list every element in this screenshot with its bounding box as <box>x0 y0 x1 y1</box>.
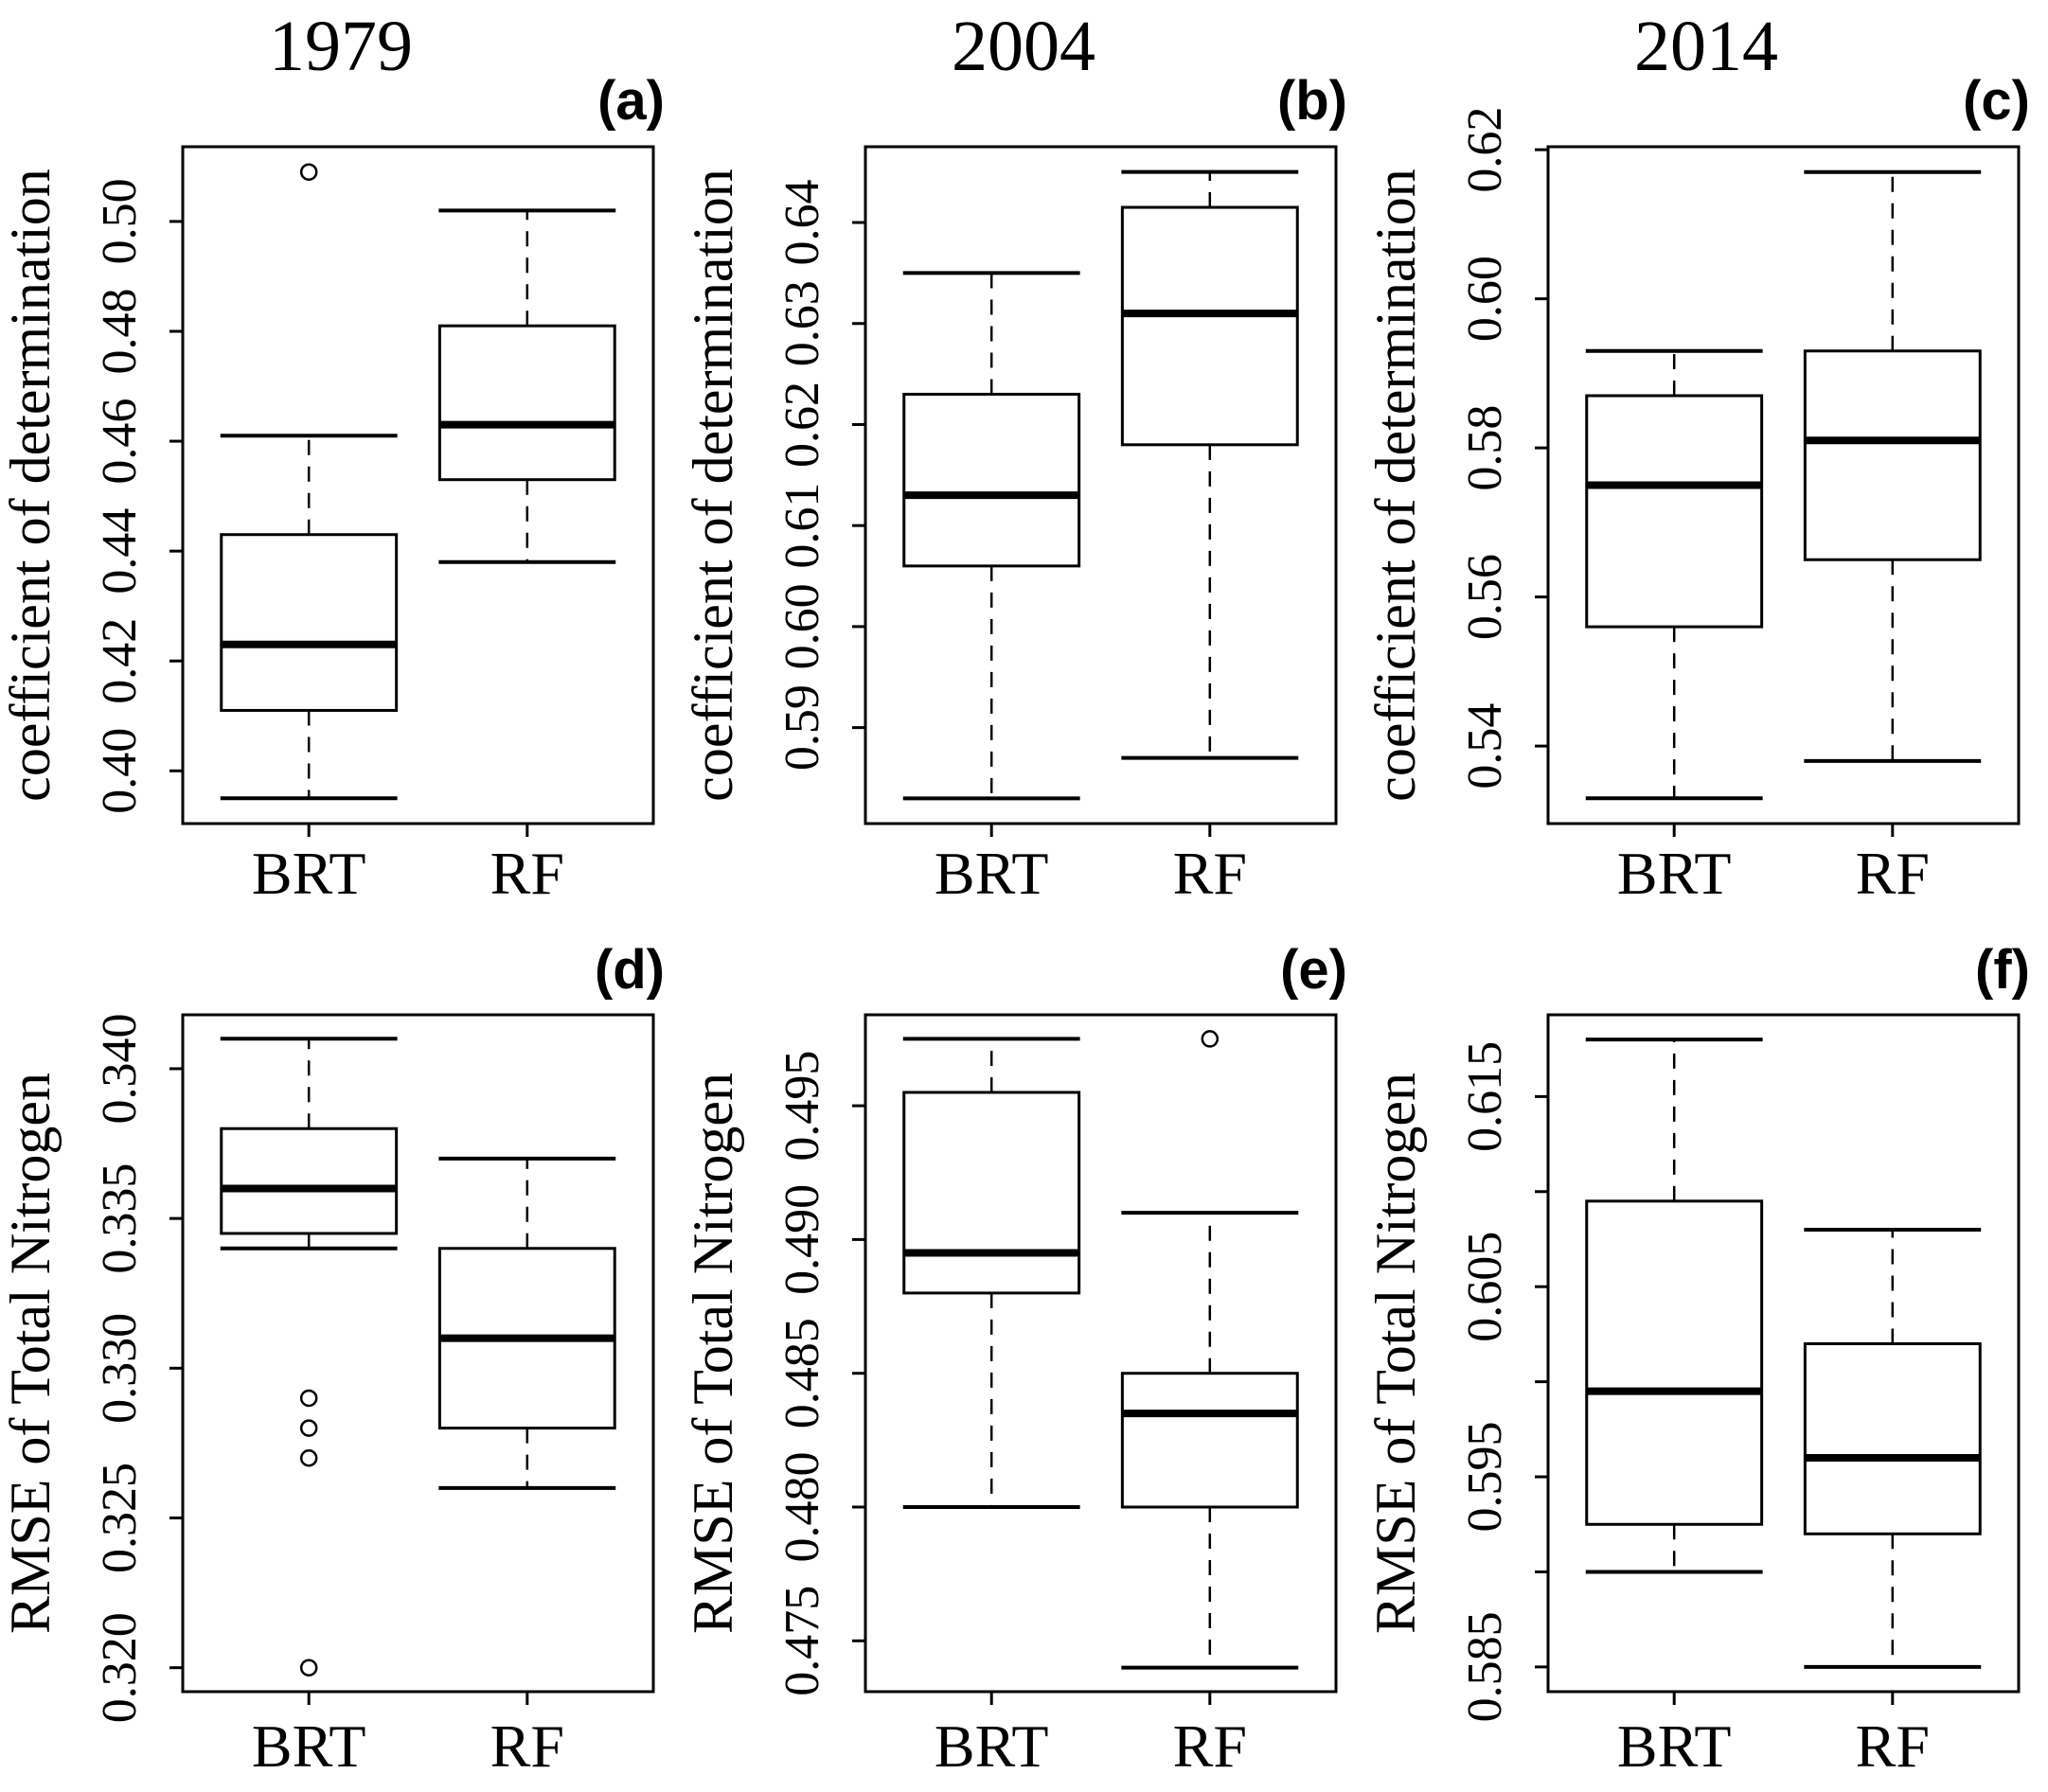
iqr-box <box>1585 394 1764 629</box>
x-category-label: BRT <box>935 840 1049 907</box>
boxplot-RF <box>1120 169 1299 760</box>
boxplot-BRT <box>1585 348 1764 801</box>
y-tick-label: 0.485 <box>775 1318 829 1428</box>
boxplot-BRT <box>220 1037 399 1677</box>
panel-b: 2004 (b) coefficient of determination 0.59 0… <box>682 7 1347 907</box>
iqr-box <box>437 324 616 482</box>
y-tick-label: 0.50 <box>93 178 147 264</box>
y-tick-label: 0.42 <box>93 618 147 704</box>
y-tick-label: 0.44 <box>93 508 147 594</box>
y-axis-label: coefficient of determination <box>1364 169 1427 802</box>
iqr-box <box>1120 205 1299 447</box>
y-tick-label: 0.61 <box>775 483 829 569</box>
y-tick-label: 0.62 <box>1458 107 1512 193</box>
y-axis-label: coefficient of determination <box>682 169 744 802</box>
outlier-point <box>299 1448 318 1467</box>
x-category-label: BRT <box>1617 1712 1732 1780</box>
y-tick-label: 0.64 <box>775 180 829 266</box>
panel-letter: (f) <box>1975 939 2030 1001</box>
boxplot-BRT <box>902 271 1081 801</box>
y-tick-label: 0.340 <box>93 1013 147 1124</box>
iqr-box <box>1120 1372 1299 1509</box>
panel-e: (e) RMSE of Total Nitrogen 0.475 0.480 0.485… <box>682 939 1347 1780</box>
panel-letter: (b) <box>1277 70 1347 132</box>
x-category-label: RF <box>1856 1712 1930 1780</box>
iqr-box <box>1803 1341 1982 1535</box>
x-category-label: BRT <box>252 840 366 907</box>
column-title: 1979 <box>269 7 413 86</box>
outlier-point <box>299 163 318 181</box>
x-category-label: RF <box>1173 1712 1247 1780</box>
iqr-box <box>902 392 1081 568</box>
y-axis-label: RMSE of Total Nitrogen <box>1364 1073 1427 1634</box>
column-title: 2014 <box>1634 7 1778 86</box>
outlier-point <box>1201 1030 1220 1048</box>
panel-a: 1979 (a) coefficient of determination 0.40 0… <box>0 7 665 907</box>
boxplot-RF <box>1120 1030 1299 1670</box>
x-category-label: BRT <box>935 1712 1049 1780</box>
y-tick-label: 0.62 <box>775 381 829 468</box>
outlier-point <box>299 1419 318 1437</box>
iqr-box <box>220 1127 399 1235</box>
y-tick-label: 0.605 <box>1458 1232 1512 1342</box>
boxplot-RF <box>437 1156 616 1490</box>
outlier-point <box>299 1389 318 1408</box>
y-axis-label: coefficient of determination <box>0 169 62 802</box>
y-tick-label: 0.48 <box>93 289 147 375</box>
panel-letter: (c) <box>1963 70 2030 132</box>
y-axis-label: RMSE of Total Nitrogen <box>682 1073 744 1634</box>
y-axis-label: RMSE of Total Nitrogen <box>0 1073 62 1634</box>
boxplot-RF <box>1803 169 1982 763</box>
y-tick-label: 0.56 <box>1458 554 1512 640</box>
y-tick-label: 0.320 <box>93 1612 147 1723</box>
y-tick-label: 0.58 <box>1458 405 1512 491</box>
y-tick-label: 0.595 <box>1458 1422 1512 1533</box>
plot-box <box>181 145 655 825</box>
outlier-point <box>299 1659 318 1677</box>
x-category-label: RF <box>1856 840 1930 907</box>
y-tick-label: 0.46 <box>93 399 147 485</box>
y-tick-label: 0.330 <box>93 1313 147 1424</box>
y-tick-label: 0.325 <box>93 1463 147 1573</box>
boxplot-BRT <box>220 163 399 801</box>
x-category-label: RF <box>490 840 564 907</box>
x-category-label: BRT <box>1617 840 1732 907</box>
y-tick-label: 0.475 <box>775 1586 829 1696</box>
y-tick-label: 0.490 <box>775 1184 829 1295</box>
y-tick-label: 0.60 <box>775 583 829 669</box>
y-tick-label: 0.335 <box>93 1163 147 1274</box>
y-tick-label: 0.480 <box>775 1452 829 1563</box>
y-tick-label: 0.615 <box>1458 1041 1512 1152</box>
y-tick-label: 0.54 <box>1458 703 1512 790</box>
boxplot-BRT <box>1585 1038 1764 1574</box>
boxplot-RF <box>1803 1227 1982 1669</box>
panel-letter: (a) <box>597 70 665 132</box>
iqr-box <box>220 533 399 712</box>
y-tick-label: 0.585 <box>1458 1611 1512 1722</box>
panel-letter: (d) <box>595 939 665 1001</box>
column-title: 2004 <box>952 7 1095 86</box>
x-category-label: RF <box>1173 840 1247 907</box>
iqr-box <box>902 1091 1081 1295</box>
panel-d: (d) RMSE of Total Nitrogen 0.320 0.325 0.330… <box>0 939 665 1780</box>
boxplot-BRT <box>902 1037 1081 1509</box>
panel-f: (f) RMSE of Total Nitrogen 0.585 0.595 0.605… <box>1364 939 2030 1780</box>
y-tick-label: 0.495 <box>775 1051 829 1162</box>
panel-c: 2014 (c) coefficient of determination 0.54 0… <box>1364 7 2030 907</box>
panel-letter: (e) <box>1280 939 1347 1001</box>
x-category-label: BRT <box>252 1712 366 1780</box>
y-tick-label: 0.60 <box>1458 256 1512 342</box>
iqr-box <box>1803 349 1982 561</box>
y-tick-label: 0.59 <box>775 684 829 771</box>
x-category-label: RF <box>490 1712 564 1780</box>
boxplot-RF <box>437 208 616 564</box>
iqr-box <box>1585 1199 1764 1526</box>
y-tick-label: 0.40 <box>93 728 147 814</box>
y-tick-label: 0.63 <box>775 280 829 366</box>
